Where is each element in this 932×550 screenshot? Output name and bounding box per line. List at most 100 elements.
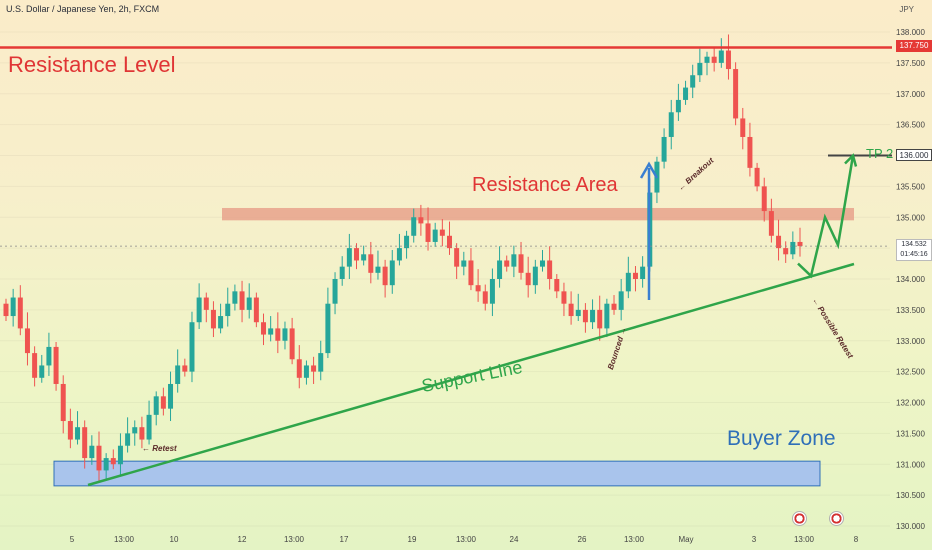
candle-body bbox=[518, 254, 524, 273]
x-tick-label: 10 bbox=[170, 535, 179, 544]
candles bbox=[3, 34, 803, 483]
candle-body bbox=[482, 291, 488, 304]
candle-body bbox=[432, 229, 438, 242]
candle-body bbox=[39, 365, 45, 378]
candle-body bbox=[396, 248, 402, 261]
candle-body bbox=[146, 414, 152, 440]
candle-body bbox=[404, 235, 410, 249]
candle-body bbox=[182, 365, 188, 372]
candle-body bbox=[411, 217, 417, 236]
y-tick-label: 136.500 bbox=[896, 121, 925, 130]
y-tick-label: 130.000 bbox=[896, 522, 925, 531]
candle-body bbox=[189, 322, 195, 372]
candle-body bbox=[418, 217, 424, 224]
resistance-zone bbox=[222, 207, 854, 221]
candle-body bbox=[303, 365, 309, 378]
candle-body bbox=[53, 346, 59, 384]
y-tick-label: 132.500 bbox=[896, 368, 925, 377]
candle-body bbox=[311, 365, 317, 372]
candle-body bbox=[103, 458, 109, 471]
candle-body bbox=[132, 427, 138, 434]
candle-body bbox=[196, 297, 202, 323]
candle-body bbox=[747, 136, 753, 168]
countdown: 01:45:16 bbox=[900, 251, 928, 258]
candle-body bbox=[597, 309, 603, 329]
candle-body bbox=[96, 445, 102, 471]
y-tick-label: 137.000 bbox=[896, 90, 925, 99]
candle-body bbox=[389, 260, 395, 286]
y-tick-label: 135.500 bbox=[896, 182, 925, 191]
candle-body bbox=[489, 279, 495, 304]
candle-body bbox=[504, 260, 510, 267]
candle-body bbox=[318, 353, 324, 372]
y-tick-label: 133.500 bbox=[896, 306, 925, 315]
candle-body bbox=[382, 266, 388, 286]
candle-body bbox=[117, 445, 123, 465]
currency-label: JPY bbox=[899, 5, 914, 14]
candle-body bbox=[718, 50, 724, 63]
candle-body bbox=[139, 427, 145, 440]
candle-body bbox=[539, 260, 545, 267]
candle-body bbox=[625, 272, 631, 292]
y-tick-label: 133.000 bbox=[896, 337, 925, 346]
candle-body bbox=[611, 303, 617, 310]
candle-body bbox=[375, 266, 381, 273]
candle-body bbox=[554, 279, 560, 292]
x-tick-label: 17 bbox=[340, 535, 349, 544]
candle-body bbox=[46, 346, 52, 366]
candle-body bbox=[683, 87, 689, 100]
y-tick-label: 131.500 bbox=[896, 429, 925, 438]
candle-body bbox=[60, 383, 66, 422]
y-tick-label: 130.500 bbox=[896, 491, 925, 500]
x-tick-label: 8 bbox=[854, 535, 859, 544]
candle-body bbox=[561, 291, 567, 304]
candle-body bbox=[768, 211, 774, 236]
candle-body bbox=[661, 136, 667, 162]
candle-body bbox=[153, 396, 159, 415]
flag-icon[interactable] bbox=[829, 511, 844, 526]
candle-body bbox=[282, 328, 288, 341]
candle-body bbox=[790, 241, 796, 255]
x-tick-label: 12 bbox=[238, 535, 247, 544]
candle-body bbox=[668, 112, 674, 137]
annotation-lines bbox=[0, 46, 892, 487]
symbol-title: U.S. Dollar / Japanese Yen, 2h, FXCM bbox=[6, 4, 160, 14]
candle-body bbox=[783, 248, 789, 255]
candle-body bbox=[67, 421, 73, 440]
candle-body bbox=[175, 365, 181, 384]
candle-body bbox=[75, 427, 81, 440]
candle-body bbox=[461, 260, 467, 267]
candle-body bbox=[725, 50, 731, 70]
retest-note: ← Retest bbox=[142, 444, 177, 453]
x-tick-label: May bbox=[678, 535, 693, 544]
candle-body bbox=[582, 309, 588, 323]
candle-body bbox=[339, 266, 345, 279]
candle-body bbox=[89, 445, 95, 459]
projection-arrowhead bbox=[844, 153, 858, 167]
projection-path bbox=[797, 155, 855, 279]
current-price-tag: 134.532 01:45:16 bbox=[896, 239, 932, 261]
candle-body bbox=[547, 260, 553, 279]
y-tick-label: 138.000 bbox=[896, 28, 925, 37]
candle-body bbox=[125, 433, 131, 446]
x-tick-label: 13:00 bbox=[284, 535, 305, 544]
y-tick-label: 134.000 bbox=[896, 275, 925, 284]
x-tick-label: 13:00 bbox=[456, 535, 477, 544]
tp-price-tag: 136.000 bbox=[896, 149, 932, 161]
candle-body bbox=[289, 328, 295, 360]
candle-body bbox=[446, 235, 452, 249]
flag-icon[interactable] bbox=[792, 511, 807, 526]
candle-body bbox=[711, 56, 717, 63]
candle-body bbox=[210, 309, 216, 329]
candle-body bbox=[497, 260, 503, 279]
candle-body bbox=[511, 254, 517, 267]
x-tick-label: 13:00 bbox=[624, 535, 645, 544]
candle-body bbox=[24, 328, 30, 354]
candle-body bbox=[776, 235, 782, 249]
candle-body bbox=[632, 272, 638, 279]
candle-body bbox=[733, 69, 739, 119]
candle-body bbox=[532, 266, 538, 286]
candle-body bbox=[568, 303, 574, 317]
